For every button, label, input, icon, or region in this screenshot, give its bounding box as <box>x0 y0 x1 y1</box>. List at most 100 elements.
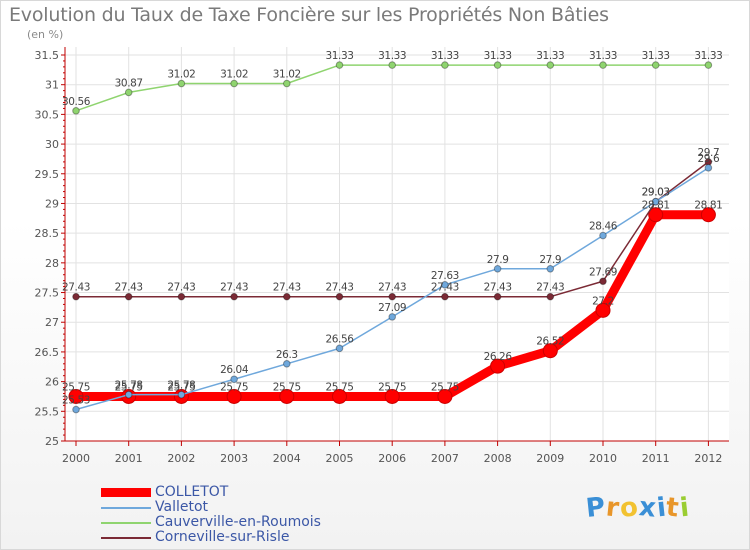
data-label: 31.33 <box>589 50 617 62</box>
data-point <box>335 61 344 69</box>
proxiti-logo: Proxiti <box>584 492 692 524</box>
data-point <box>177 292 186 301</box>
data-point <box>388 61 397 69</box>
data-point <box>700 207 716 223</box>
data-point <box>283 292 291 301</box>
data-point <box>546 264 555 273</box>
data-label: 31.33 <box>378 50 406 62</box>
legend-swatch <box>101 506 151 509</box>
data-label: 30.56 <box>62 96 91 108</box>
data-point <box>230 292 238 301</box>
legend-label: Corneville-sur-Risle <box>155 529 290 545</box>
data-label: 27.63 <box>431 270 459 282</box>
data-label: 28.46 <box>589 221 618 233</box>
y-tick-label: 26.5 <box>35 346 60 359</box>
data-label: 26.3 <box>276 349 298 361</box>
data-label: 27.43 <box>484 282 512 294</box>
data-label: 25.75 <box>115 381 143 393</box>
data-label: 31.02 <box>167 69 195 81</box>
y-tick-label: 30 <box>45 138 59 151</box>
data-point <box>226 388 242 404</box>
legend-label: Valletot <box>155 499 209 515</box>
data-point <box>388 292 397 301</box>
x-tick-label: 2006 <box>378 452 406 465</box>
logo-letter: i <box>678 492 692 524</box>
x-tick-label: 2007 <box>431 452 459 465</box>
y-tick-label: 31 <box>45 79 59 92</box>
data-label: 27.43 <box>62 282 90 294</box>
data-label: 27.9 <box>539 254 561 266</box>
data-label: 26.04 <box>220 364 249 376</box>
data-label: 25.78 <box>115 380 143 392</box>
data-point <box>648 207 664 223</box>
data-label: 28.81 <box>694 200 722 212</box>
data-point <box>493 61 502 69</box>
data-label: 25.75 <box>431 381 459 393</box>
x-tick-label: 2004 <box>273 452 301 465</box>
x-tick-label: 2008 <box>484 452 512 465</box>
data-point <box>704 61 713 69</box>
y-tick-label: 29.5 <box>35 168 60 181</box>
data-label: 29.6 <box>698 153 720 165</box>
data-point <box>124 390 133 399</box>
y-tick-label: 27.5 <box>35 287 60 300</box>
data-label: 27.69 <box>589 266 617 278</box>
data-label: 27.43 <box>431 282 459 294</box>
legend-swatch <box>101 521 151 524</box>
legend-item: Corneville-sur-Risle <box>101 530 321 545</box>
data-point <box>651 61 660 69</box>
legend-item: Valletot <box>101 500 321 515</box>
x-tick-label: 2001 <box>115 452 143 465</box>
data-point <box>72 107 80 115</box>
data-point <box>283 360 291 368</box>
data-point <box>384 388 400 404</box>
data-label: 26.26 <box>484 351 513 363</box>
data-point <box>283 79 291 88</box>
data-point <box>335 344 344 353</box>
data-point <box>437 388 453 404</box>
legend-item: COLLETOT <box>101 485 321 500</box>
data-label: 25.75 <box>220 381 248 393</box>
data-label: 31.02 <box>273 69 301 81</box>
plot-area <box>65 47 729 441</box>
data-point <box>279 388 295 404</box>
data-label: 27.43 <box>325 282 353 294</box>
data-label: 31.33 <box>536 50 564 62</box>
data-label: 26.56 <box>325 333 354 345</box>
data-label: 27.43 <box>220 282 248 294</box>
data-point <box>546 61 555 69</box>
data-label: 25.78 <box>167 380 195 392</box>
data-label: 25.53 <box>62 395 90 407</box>
data-label: 27.43 <box>273 282 301 294</box>
data-point <box>72 292 80 301</box>
data-point <box>493 292 502 301</box>
y-tick-label: 31.5 <box>35 49 60 62</box>
data-point <box>230 79 238 88</box>
data-point <box>595 302 611 318</box>
data-label: 30.87 <box>115 77 143 89</box>
data-point <box>651 197 660 206</box>
legend-label: Cauverville-en-Roumois <box>155 514 321 530</box>
data-point <box>335 292 344 301</box>
data-point <box>388 313 397 321</box>
y-tick-label: 25.5 <box>35 405 60 418</box>
y-tick-label: 28.5 <box>35 227 60 240</box>
data-label: 27.43 <box>378 282 406 294</box>
data-point <box>704 164 713 172</box>
x-tick-label: 2005 <box>326 452 354 465</box>
data-point <box>493 264 502 273</box>
data-label: 31.33 <box>642 50 670 62</box>
legend-label: COLLETOT <box>155 484 229 500</box>
data-label: 29.7 <box>698 147 720 159</box>
legend-swatch <box>101 488 151 497</box>
data-label: 29.03 <box>642 187 670 199</box>
data-label: 27.43 <box>115 282 143 294</box>
chart-legend: COLLETOT Valletot Cauverville-en-Roumois Co… <box>101 485 321 545</box>
data-point <box>124 292 133 301</box>
x-tick-label: 2003 <box>220 452 248 465</box>
y-tick-label: 27 <box>45 316 59 329</box>
x-tick-label: 2010 <box>589 452 617 465</box>
x-tick-label: 2002 <box>167 452 195 465</box>
